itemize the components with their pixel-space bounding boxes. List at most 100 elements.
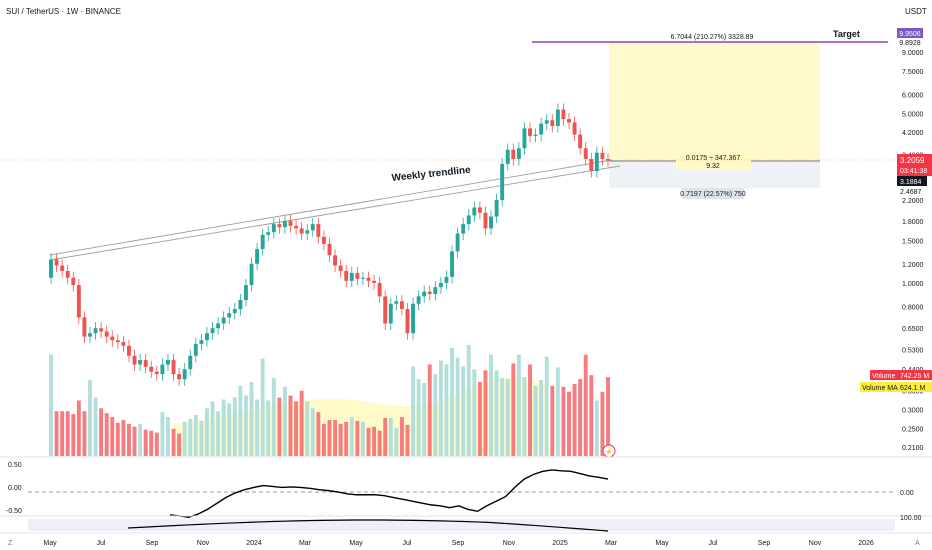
volume-bar xyxy=(71,414,76,456)
volume-bar xyxy=(310,408,315,456)
volume-bar xyxy=(433,374,438,456)
volume-bar xyxy=(366,427,371,456)
candles xyxy=(49,103,610,386)
candle-body xyxy=(260,234,265,250)
candle-body xyxy=(244,285,248,301)
candle-body xyxy=(578,134,583,149)
volume-bar xyxy=(533,385,538,456)
trendline-lower[interactable] xyxy=(49,165,621,261)
osc-tick-right: 0.00 xyxy=(900,490,914,497)
candle-body xyxy=(294,225,299,229)
candle-body xyxy=(143,360,148,367)
candle-body xyxy=(305,230,310,234)
volume-bar xyxy=(127,423,131,456)
candle-body xyxy=(544,120,549,124)
time-tick: 2025 xyxy=(552,540,568,547)
volume-bar xyxy=(54,411,59,456)
candle-body xyxy=(372,280,377,283)
volume-bar xyxy=(160,412,165,456)
candle-body xyxy=(166,360,170,365)
price-tick: 0.2100 xyxy=(902,445,924,452)
candle-body xyxy=(316,224,321,237)
currency-label: USDT xyxy=(905,7,927,16)
volume-bar xyxy=(544,356,549,456)
time-axis[interactable]: May Jul Sep Nov 2024 Mar May Jul Sep Nov 2025 Mar Ma… xyxy=(43,540,874,547)
candle-body xyxy=(205,333,209,341)
time-tick: Nov xyxy=(503,540,516,547)
time-tick: May xyxy=(43,540,57,547)
time-tick: 2024 xyxy=(246,540,262,547)
candle-body xyxy=(433,287,438,294)
volume-bar xyxy=(528,364,532,456)
candle-body xyxy=(360,277,365,279)
candle-body xyxy=(411,303,415,334)
time-tick: Jul xyxy=(97,540,106,547)
volume-bar xyxy=(154,432,159,456)
volume-bar xyxy=(567,391,571,456)
volume-bar xyxy=(539,380,544,456)
price-tick: 2.2000 xyxy=(902,198,924,205)
candle-body xyxy=(93,328,98,334)
time-tick: Mar xyxy=(605,540,618,547)
candle-body xyxy=(399,301,404,310)
volume-bar xyxy=(288,395,293,456)
candle-body xyxy=(121,342,126,346)
volume-bar xyxy=(461,366,466,456)
candle-body xyxy=(138,360,143,365)
candle-body xyxy=(427,291,432,294)
candle-body xyxy=(149,366,154,372)
candle-body xyxy=(438,282,443,288)
volume-bar xyxy=(516,354,521,456)
candle-body xyxy=(99,328,104,332)
oscillator-line[interactable] xyxy=(169,469,609,519)
candle-body xyxy=(522,128,527,149)
volume-bar xyxy=(344,421,349,456)
target-price-text: 9.9506 xyxy=(899,31,921,38)
price-tick: 4.2000 xyxy=(902,130,924,137)
volume-bar xyxy=(88,380,92,456)
volume-bar xyxy=(561,386,566,456)
volume-bar xyxy=(427,364,432,456)
candle-body xyxy=(416,296,421,304)
candle-body xyxy=(600,152,605,160)
candle-body xyxy=(533,134,538,136)
candle-body xyxy=(377,282,382,297)
time-tick: Nov xyxy=(809,540,822,547)
stop-label-box xyxy=(682,188,744,199)
price-tick: 0.3000 xyxy=(902,408,924,415)
candle-body xyxy=(594,152,599,171)
volume-bar xyxy=(589,375,594,456)
candle-body xyxy=(539,123,544,135)
volume-bar xyxy=(477,381,482,456)
price-tick: 9.0000 xyxy=(902,50,924,57)
candle-body xyxy=(489,216,493,229)
volume-bar xyxy=(193,415,198,456)
volume-bar xyxy=(227,403,232,456)
price-tick: 5.0000 xyxy=(902,112,924,119)
volume-bar xyxy=(260,358,265,456)
candle-body xyxy=(182,369,187,380)
volume-bar xyxy=(149,430,154,456)
volume-bar xyxy=(450,347,454,456)
volume-bar xyxy=(199,420,204,456)
oscillator2-line[interactable] xyxy=(127,519,609,532)
candle-body xyxy=(516,148,521,160)
time-tick: Sep xyxy=(146,540,159,547)
candle-body xyxy=(511,149,516,160)
volume-bar xyxy=(466,344,471,456)
volume-bar xyxy=(388,418,393,456)
candle-body xyxy=(528,128,532,136)
stop-price-text: 3.1884 xyxy=(900,179,922,186)
z-toggle[interactable]: Z xyxy=(8,540,13,547)
volume-bar xyxy=(65,411,70,456)
auto-scale-toggle[interactable]: A xyxy=(915,540,920,547)
candle-body xyxy=(160,364,165,375)
volume-bar xyxy=(255,399,260,456)
volume-bar xyxy=(494,370,499,456)
profit-zone[interactable] xyxy=(609,42,820,161)
price-tick: 0.5300 xyxy=(902,348,924,355)
trendline-upper[interactable] xyxy=(49,159,613,256)
time-tick: Nov xyxy=(197,540,210,547)
candle-body xyxy=(299,228,304,234)
